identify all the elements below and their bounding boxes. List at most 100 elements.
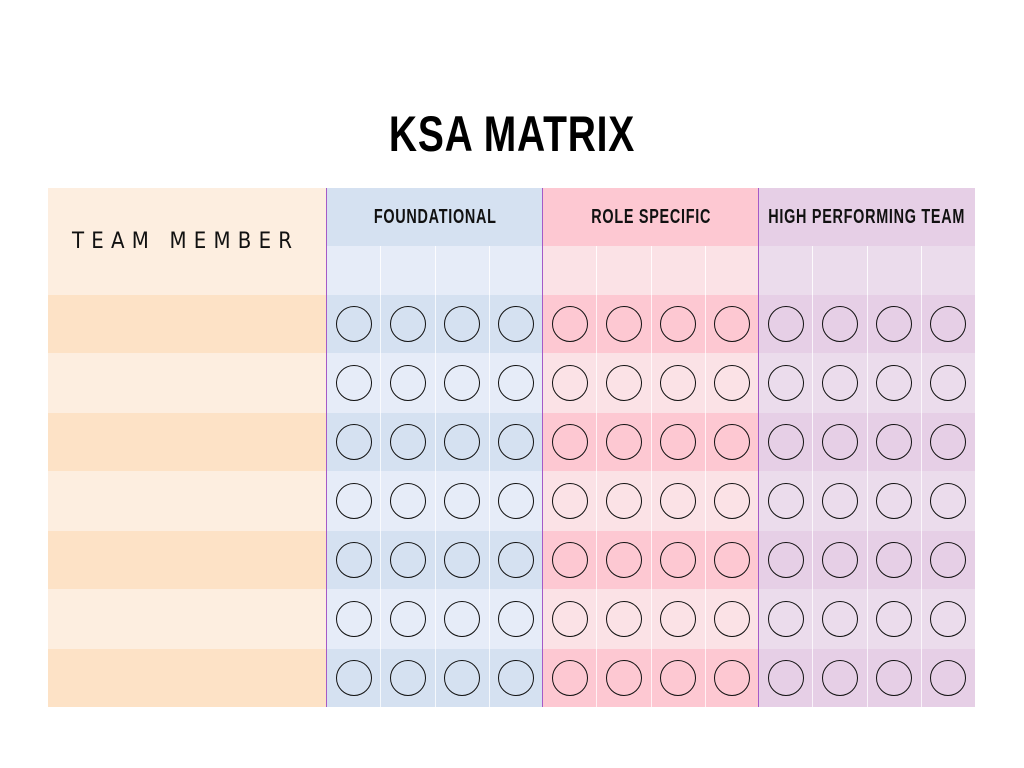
rating-circle[interactable] — [389, 660, 426, 696]
rating-circle[interactable] — [389, 365, 426, 401]
rating-circle[interactable] — [821, 424, 858, 460]
rating-circle[interactable] — [498, 424, 535, 460]
rating-circle[interactable] — [444, 542, 481, 578]
rating-circle[interactable] — [444, 601, 481, 637]
rating-circle[interactable] — [767, 601, 804, 637]
rating-circle[interactable] — [551, 306, 588, 342]
rating-circle[interactable] — [714, 483, 751, 519]
team-member-name-cell[interactable] — [48, 353, 326, 413]
rating-circle[interactable] — [389, 424, 426, 460]
rating-circle[interactable] — [660, 660, 697, 696]
rating-circle[interactable] — [335, 483, 372, 519]
rating-circle[interactable] — [389, 601, 426, 637]
rating-circle[interactable] — [767, 660, 804, 696]
rating-circle[interactable] — [930, 660, 967, 696]
rating-circle[interactable] — [660, 483, 697, 519]
subheader-cell[interactable] — [759, 246, 814, 295]
rating-circle[interactable] — [498, 542, 535, 578]
rating-circle[interactable] — [551, 601, 588, 637]
rating-circle[interactable] — [876, 483, 913, 519]
rating-circle[interactable] — [821, 365, 858, 401]
rating-circle[interactable] — [930, 483, 967, 519]
rating-circle[interactable] — [389, 306, 426, 342]
rating-circle[interactable] — [660, 601, 697, 637]
rating-circle[interactable] — [930, 542, 967, 578]
rating-circle[interactable] — [714, 365, 751, 401]
rating-circle[interactable] — [767, 424, 804, 460]
rating-circle[interactable] — [498, 306, 535, 342]
rating-circle[interactable] — [335, 542, 372, 578]
subheader-cell[interactable] — [868, 246, 922, 295]
rating-circle[interactable] — [605, 483, 642, 519]
rating-circle[interactable] — [444, 365, 481, 401]
rating-circle[interactable] — [714, 601, 751, 637]
rating-circle[interactable] — [714, 660, 751, 696]
rating-circle[interactable] — [444, 483, 481, 519]
subheader-cell[interactable] — [597, 246, 652, 295]
team-member-name-cell[interactable] — [48, 295, 326, 353]
rating-circle[interactable] — [444, 306, 481, 342]
rating-circle[interactable] — [930, 365, 967, 401]
rating-circle[interactable] — [335, 601, 372, 637]
rating-circle[interactable] — [605, 306, 642, 342]
rating-circle[interactable] — [876, 306, 913, 342]
rating-circle[interactable] — [821, 601, 858, 637]
subheader-cell[interactable] — [543, 246, 598, 295]
subheader-cell[interactable] — [436, 246, 490, 295]
rating-circle[interactable] — [551, 424, 588, 460]
subheader-cell[interactable] — [706, 246, 759, 295]
rating-circle[interactable] — [876, 601, 913, 637]
rating-circle[interactable] — [876, 365, 913, 401]
rating-circle[interactable] — [660, 365, 697, 401]
rating-circle[interactable] — [605, 601, 642, 637]
team-member-name-cell[interactable] — [48, 413, 326, 471]
rating-circle[interactable] — [767, 306, 804, 342]
rating-circle[interactable] — [767, 542, 804, 578]
team-member-name-cell[interactable] — [48, 471, 326, 531]
rating-circle[interactable] — [498, 601, 535, 637]
rating-circle[interactable] — [444, 660, 481, 696]
rating-circle[interactable] — [605, 424, 642, 460]
rating-circle[interactable] — [335, 660, 372, 696]
rating-circle[interactable] — [876, 542, 913, 578]
rating-circle[interactable] — [876, 660, 913, 696]
rating-circle[interactable] — [821, 306, 858, 342]
team-member-name-cell[interactable] — [48, 589, 326, 649]
rating-circle[interactable] — [498, 660, 535, 696]
rating-circle[interactable] — [498, 365, 535, 401]
rating-circle[interactable] — [660, 424, 697, 460]
rating-circle[interactable] — [498, 483, 535, 519]
rating-circle[interactable] — [389, 542, 426, 578]
rating-circle[interactable] — [444, 424, 481, 460]
rating-circle[interactable] — [821, 483, 858, 519]
rating-circle[interactable] — [660, 542, 697, 578]
rating-circle[interactable] — [551, 483, 588, 519]
subheader-cell[interactable] — [652, 246, 706, 295]
rating-circle[interactable] — [930, 601, 967, 637]
rating-circle[interactable] — [876, 424, 913, 460]
subheader-cell[interactable] — [381, 246, 436, 295]
rating-circle[interactable] — [714, 306, 751, 342]
subheader-cell[interactable] — [327, 246, 382, 295]
subheader-cell[interactable] — [922, 246, 975, 295]
rating-circle[interactable] — [335, 306, 372, 342]
subheader-cell[interactable] — [490, 246, 543, 295]
rating-circle[interactable] — [335, 424, 372, 460]
team-member-name-cell[interactable] — [48, 649, 326, 707]
rating-circle[interactable] — [714, 424, 751, 460]
team-member-name-cell[interactable] — [48, 531, 326, 589]
rating-circle[interactable] — [767, 483, 804, 519]
rating-circle[interactable] — [605, 660, 642, 696]
subheader-cell[interactable] — [813, 246, 868, 295]
rating-circle[interactable] — [605, 365, 642, 401]
rating-circle[interactable] — [389, 483, 426, 519]
rating-circle[interactable] — [551, 365, 588, 401]
rating-circle[interactable] — [714, 542, 751, 578]
rating-circle[interactable] — [660, 306, 697, 342]
rating-circle[interactable] — [335, 365, 372, 401]
rating-circle[interactable] — [767, 365, 804, 401]
rating-circle[interactable] — [551, 542, 588, 578]
rating-circle[interactable] — [930, 424, 967, 460]
rating-circle[interactable] — [605, 542, 642, 578]
rating-circle[interactable] — [930, 306, 967, 342]
